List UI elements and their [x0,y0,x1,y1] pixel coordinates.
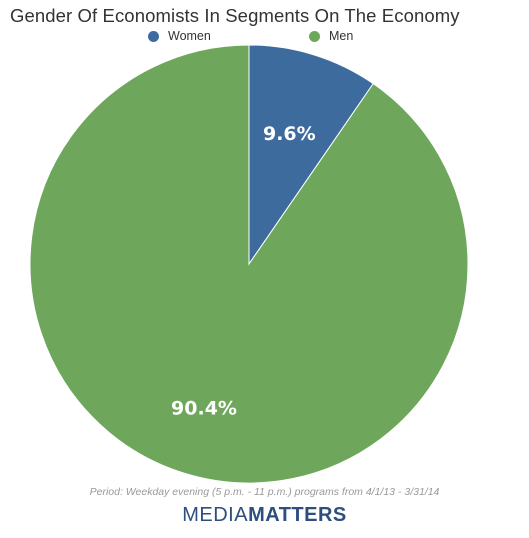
pie-slice-men[interactable] [29,44,469,484]
chart-title: Gender Of Economists In Segments On The … [10,5,460,26]
legend-label-men: Men [329,29,354,43]
legend: Women Men [0,29,529,47]
legend-item-women[interactable]: Women [148,29,211,43]
pie-slice-women[interactable] [248,44,374,266]
legend-swatch-men [309,30,320,42]
legend-label-women: Women [168,29,211,43]
legend-swatch-women [148,30,159,42]
period-footnote: Period: Weekday evening (5 p.m. - 11 p.m… [89,486,440,498]
media-matters-logo: MEDIAMATTERS [0,504,529,527]
logo-matters: MATTERS [248,504,347,526]
logo-media: MEDIA [182,504,249,526]
slice-label-women: 9.6% [263,123,316,145]
slice-label-men: 90.4% [171,398,237,420]
legend-item-men[interactable]: Men [309,29,353,43]
